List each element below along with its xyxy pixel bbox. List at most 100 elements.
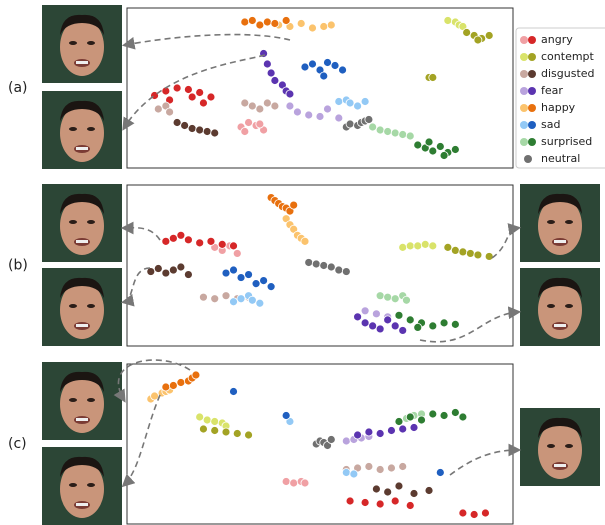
point (177, 263, 185, 271)
point (211, 129, 219, 137)
point (429, 147, 437, 155)
legend: angrycontemptdisgustedfearhappysadsurpri… (516, 28, 605, 168)
point (162, 383, 170, 391)
point (414, 242, 422, 250)
point (320, 72, 328, 80)
point (241, 99, 249, 107)
point (192, 371, 200, 379)
point (305, 258, 313, 266)
point (166, 108, 174, 116)
face-image (42, 5, 122, 83)
point (429, 242, 437, 250)
point (256, 105, 264, 113)
point (387, 464, 395, 472)
point (327, 21, 335, 29)
point (222, 269, 230, 277)
point (418, 416, 426, 424)
point (399, 425, 407, 433)
face-image (42, 91, 122, 169)
point (384, 316, 392, 324)
point (384, 488, 392, 496)
point (361, 307, 369, 315)
point (331, 62, 339, 70)
point (429, 322, 437, 330)
panel-label: (a) (8, 80, 28, 96)
point (248, 296, 256, 304)
legend-marker (520, 53, 528, 61)
point (211, 295, 219, 303)
point (256, 299, 264, 307)
point (151, 392, 159, 400)
point (346, 120, 354, 128)
point (372, 485, 380, 493)
point (399, 463, 407, 471)
point (308, 60, 316, 68)
point (451, 246, 459, 254)
point (440, 152, 448, 160)
point (173, 119, 181, 127)
point (184, 271, 192, 279)
point (354, 313, 362, 321)
legend-label: disgusted (541, 67, 595, 80)
point (301, 237, 309, 245)
point (402, 296, 410, 304)
point (429, 410, 437, 418)
point (391, 322, 399, 330)
point (188, 93, 196, 101)
point (256, 120, 264, 128)
point (395, 418, 403, 426)
point (282, 412, 290, 420)
point (406, 132, 414, 140)
point (169, 266, 177, 274)
point (184, 86, 192, 94)
point (263, 18, 271, 26)
point (361, 319, 369, 327)
point (395, 482, 403, 490)
point (425, 138, 433, 146)
point (470, 511, 478, 519)
point (271, 77, 279, 85)
point (485, 252, 493, 260)
point (248, 17, 256, 25)
legend-marker (528, 104, 536, 112)
point (263, 60, 271, 68)
point (440, 319, 448, 327)
point (406, 242, 414, 250)
point (342, 268, 350, 276)
point (346, 497, 354, 505)
point (387, 427, 395, 435)
point (271, 102, 279, 110)
point (154, 105, 162, 113)
point (395, 311, 403, 319)
point (286, 102, 294, 110)
legend-marker (528, 53, 536, 61)
point (211, 418, 219, 426)
point (335, 98, 343, 106)
legend-marker (520, 87, 528, 95)
point (342, 437, 350, 445)
point (335, 266, 343, 274)
point (436, 469, 444, 477)
point (297, 20, 305, 28)
legend-label: angry (541, 33, 573, 46)
point (199, 99, 207, 107)
point (237, 274, 245, 282)
point (391, 497, 399, 505)
face-image (42, 362, 122, 440)
legend-label: neutral (541, 152, 580, 165)
point (391, 129, 399, 137)
point (324, 59, 332, 67)
point (444, 243, 452, 251)
legend-label: fear (541, 84, 563, 97)
point (376, 500, 384, 508)
point (241, 18, 249, 26)
point (233, 249, 241, 257)
point (485, 32, 493, 40)
point (463, 29, 471, 37)
point (414, 141, 422, 149)
point (335, 114, 343, 122)
point (342, 469, 350, 477)
legend-marker (528, 87, 536, 95)
point (230, 266, 238, 274)
point (365, 116, 373, 124)
